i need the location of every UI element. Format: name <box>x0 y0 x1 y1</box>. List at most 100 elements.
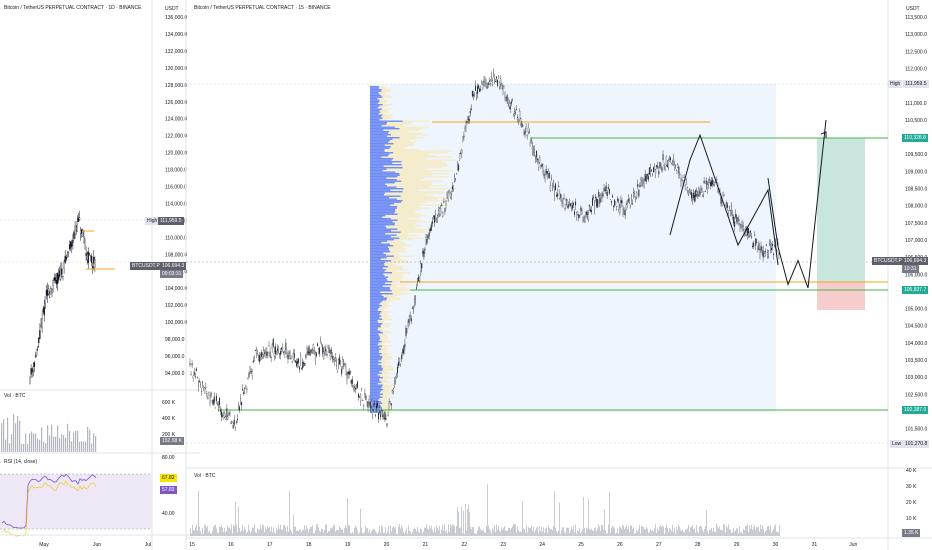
profile-bar-blue <box>370 362 382 364</box>
main-candle-body <box>575 201 577 206</box>
main-volume-bar <box>571 526 572 536</box>
main-time-tick: 27 <box>656 542 662 548</box>
left-price-tick: 124,000.0 <box>165 117 187 123</box>
main-volume-bar <box>684 532 685 536</box>
profile-bar-blue <box>370 171 396 173</box>
main-candle-body <box>347 371 349 375</box>
main-volume-bar <box>499 530 500 536</box>
main-candle-body <box>256 353 258 354</box>
profile-bar-blue <box>370 185 387 187</box>
main-volume-bar <box>249 530 250 536</box>
main-candle-body <box>617 198 619 202</box>
main-volume-bar <box>727 527 728 536</box>
profile-bar-blue <box>370 125 382 127</box>
main-candle-body <box>405 327 407 337</box>
main-volume-bar <box>464 533 465 536</box>
profile-bar-blue <box>370 158 394 160</box>
main-candle-body <box>634 193 636 197</box>
main-candle-body <box>267 352 269 356</box>
main-volume-bar <box>437 528 438 536</box>
main-candle-body <box>189 363 191 365</box>
main-volume-bar <box>235 501 236 536</box>
main-candle-body <box>597 199 599 208</box>
stop-value-tag: 105,837.7 <box>902 286 929 294</box>
left-volume-bar <box>41 427 43 452</box>
main-volume-bar <box>642 526 643 536</box>
main-candle-body <box>333 361 335 364</box>
main-volume-bar <box>255 532 256 536</box>
main-volume-bar <box>472 527 473 536</box>
main-volume-bar <box>730 530 731 536</box>
main-volume-bar <box>442 524 443 536</box>
main-candle-body <box>453 176 455 182</box>
main-volume-bar <box>251 531 252 536</box>
main-volume-bar <box>662 525 663 536</box>
main-candle-body <box>310 349 312 353</box>
main-price-tick: 107,500.0 <box>905 221 927 227</box>
profile-bar-blue <box>370 140 390 142</box>
main-candle-body <box>566 200 568 207</box>
main-candle-body <box>662 154 664 161</box>
left-candle-body <box>40 325 42 327</box>
main-volume-bar <box>327 532 328 536</box>
left-volume-bar <box>31 431 33 452</box>
main-candle-body <box>330 349 332 355</box>
left-high-value: 111,959.5 <box>158 217 184 225</box>
main-candle-body <box>226 408 228 417</box>
main-candle-body <box>416 287 417 289</box>
main-candle-body <box>362 400 364 401</box>
main-volume-bar <box>239 527 240 536</box>
main-volume-bar <box>261 528 262 536</box>
rsi-ma-line <box>1 480 97 537</box>
profile-bar-blue <box>370 128 400 130</box>
main-volume-bar <box>361 527 362 536</box>
main-candle-body <box>535 157 537 159</box>
left-volume-bar <box>11 434 13 452</box>
main-candle-body <box>364 393 366 395</box>
main-volume-bar <box>429 525 430 536</box>
main-candle-body <box>238 405 239 407</box>
left-candle-body <box>66 253 69 256</box>
main-time-tick: 31 <box>812 542 818 548</box>
main-candle-body <box>539 157 541 162</box>
main-volume-bar <box>372 529 373 536</box>
left-chart-title: Bitcoin / TetherUS PERPETUAL CONTRACT · … <box>4 5 142 11</box>
main-time-tick: 29 <box>734 542 740 548</box>
profile-bar-blue <box>370 96 383 98</box>
main-candle-body <box>318 347 319 351</box>
main-volume-bar <box>763 528 764 536</box>
main-candle-body <box>308 346 310 354</box>
main-candle-body <box>477 86 479 94</box>
left-candle-body <box>44 296 47 305</box>
main-volume-bar <box>374 529 375 536</box>
main-candle-body <box>630 195 632 201</box>
main-volume-bar <box>504 526 505 536</box>
main-candle-body <box>430 224 432 231</box>
main-volume-bar <box>227 525 228 536</box>
profile-bar-blue <box>370 336 380 338</box>
main-volume-bar <box>344 527 345 536</box>
main-volume-bar <box>594 528 595 536</box>
main-volume-bar <box>444 524 445 536</box>
main-volume-bar <box>245 529 246 536</box>
left-volume-bar <box>25 433 27 452</box>
profile-bar-blue <box>370 138 393 140</box>
left-volume-bar <box>73 432 75 452</box>
main-candle-body <box>482 84 484 90</box>
left-candle-body <box>46 289 49 296</box>
main-candle-body <box>241 401 243 406</box>
profile-bar-blue <box>370 180 402 182</box>
left-volume-bar <box>29 433 31 452</box>
main-volume-bar <box>552 530 553 536</box>
main-candle-body <box>496 76 498 79</box>
profile-bar-blue <box>370 290 392 292</box>
main-candle-body <box>270 357 272 358</box>
main-volume-bar <box>451 527 452 536</box>
main-volume-bar <box>590 530 591 536</box>
main-volume-bar <box>350 532 351 536</box>
left-volume-bar <box>45 443 47 452</box>
left-price-tick: 110,000.0 <box>165 235 187 241</box>
profile-bar-blue <box>370 153 390 155</box>
main-volume-bar <box>221 525 222 536</box>
main-volume-bar <box>757 527 758 536</box>
